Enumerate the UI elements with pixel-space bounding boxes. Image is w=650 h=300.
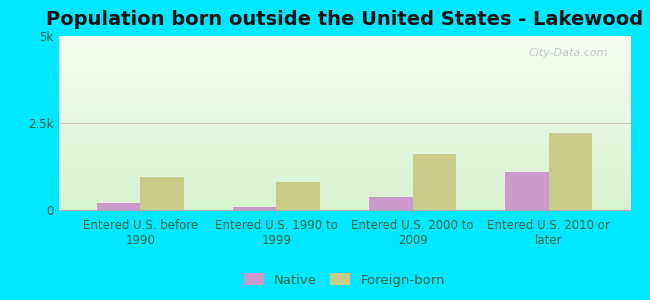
Text: City-Data.com: City-Data.com bbox=[528, 48, 608, 58]
Bar bbox=[276, 182, 320, 210]
Bar bbox=[549, 134, 592, 210]
Bar bbox=[505, 172, 549, 210]
Bar bbox=[140, 177, 184, 210]
Bar bbox=[413, 154, 456, 210]
Title: Population born outside the United States - Lakewood: Population born outside the United State… bbox=[46, 10, 643, 29]
Bar bbox=[369, 197, 413, 210]
Bar bbox=[233, 206, 276, 210]
Legend: Native, Foreign-born: Native, Foreign-born bbox=[244, 274, 445, 287]
Bar bbox=[97, 203, 140, 210]
